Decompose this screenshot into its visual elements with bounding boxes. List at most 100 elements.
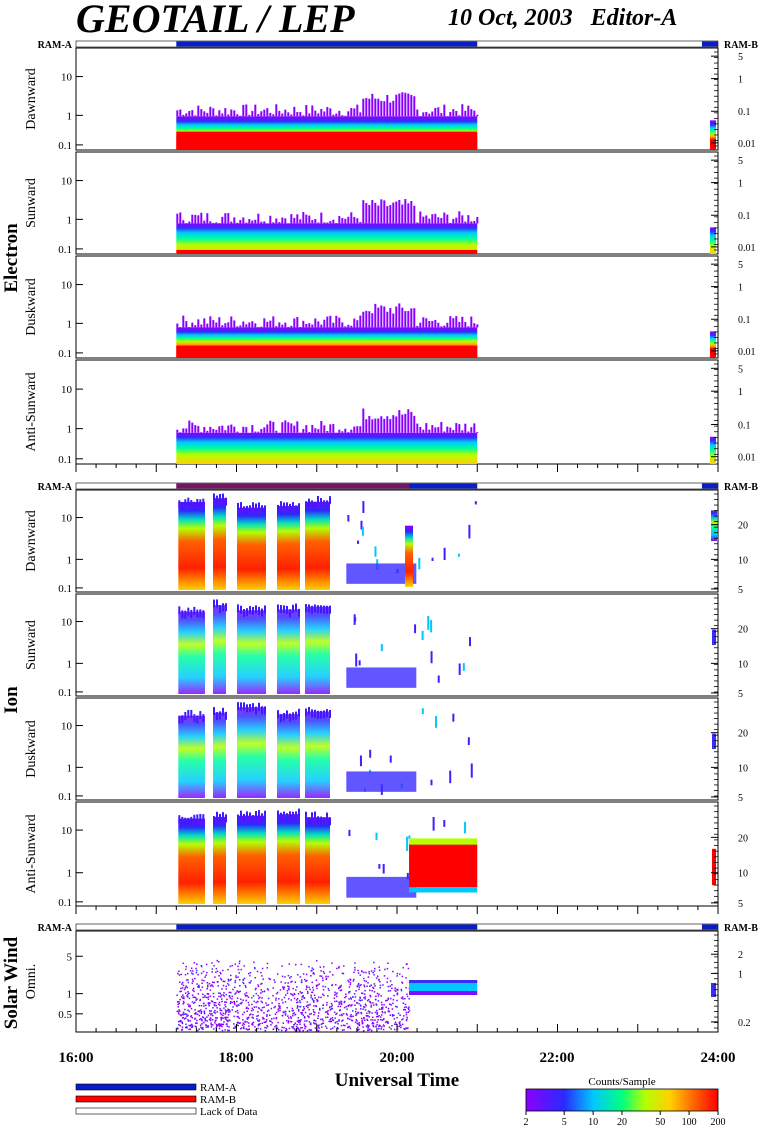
colorbar (525, 1088, 719, 1112)
sw-point (272, 994, 274, 997)
sw-point (249, 974, 251, 977)
sw-point (205, 1024, 207, 1026)
sw-point (177, 972, 179, 975)
ion-ram-b-segment (176, 483, 410, 489)
y-tick-label: 1 (67, 424, 73, 436)
sw-point (368, 970, 370, 973)
ion-sparse (375, 832, 378, 841)
sw-point (235, 1010, 237, 1013)
spectrogram-fringe (347, 432, 350, 433)
sw-point (407, 1011, 410, 1014)
sw-point (320, 975, 323, 977)
sw-point (198, 986, 200, 989)
ion-fringe (283, 605, 285, 614)
sw-point (381, 1003, 383, 1006)
ion-fringe (320, 710, 322, 719)
sw-point (259, 1028, 262, 1030)
spectrogram-fringe (371, 313, 374, 328)
sw-point (237, 1024, 239, 1027)
sw-point (391, 1008, 394, 1010)
sw-point (195, 1013, 197, 1015)
sw-point (377, 975, 379, 977)
spectrogram-fringe (206, 112, 209, 117)
sw-point (225, 1018, 228, 1021)
sw-point (219, 1009, 221, 1012)
sw-point (339, 1009, 341, 1011)
spectrogram-fringe (212, 428, 215, 433)
sw-point (231, 964, 233, 967)
sw-point (303, 1007, 306, 1010)
sw-point (224, 1018, 227, 1020)
sw-point (393, 994, 395, 997)
sw-point (181, 1028, 184, 1031)
ion-fringe (314, 709, 316, 718)
sw-point (209, 1019, 212, 1022)
sw-point (335, 1013, 337, 1016)
sw-point (187, 1018, 189, 1021)
sw-point (232, 1027, 235, 1029)
spectrogram-fringe (314, 428, 317, 433)
sw-point (278, 1005, 280, 1007)
sw-point (386, 1020, 388, 1023)
sw-point (381, 1011, 384, 1014)
sw-point (248, 1022, 250, 1024)
spectrogram-fringe (200, 432, 203, 433)
ion-burst (178, 818, 205, 904)
spectrogram-fringe (416, 325, 419, 328)
sw-point (357, 982, 360, 985)
sw-point (253, 1000, 255, 1003)
sw-point (266, 1010, 269, 1013)
spectrogram-fringe (413, 205, 416, 224)
ion-sparse (467, 737, 470, 746)
spectrogram-fringe (476, 431, 479, 433)
sw-point (224, 980, 226, 983)
sw-point (226, 1019, 229, 1022)
ion-sparse (452, 713, 455, 722)
sw-point (198, 1028, 201, 1030)
sw-point (387, 1007, 390, 1010)
spectrogram-fringe (272, 421, 275, 433)
sw-point (376, 992, 379, 995)
sw-point (185, 968, 187, 971)
ion-burst (237, 507, 266, 590)
sw-point (391, 987, 393, 990)
colorbar-tick-label: 100 (682, 1117, 697, 1128)
sw-point (296, 1023, 298, 1026)
sw-point (211, 1014, 214, 1017)
spectrogram-fringe (203, 111, 206, 117)
ion-fringe (286, 813, 288, 822)
sw-point (348, 991, 351, 993)
ion-plateau-edge (409, 838, 478, 845)
spectrogram-fringe (215, 115, 218, 117)
spectrogram-fringe (323, 111, 326, 117)
spectrogram-fringe (476, 216, 479, 224)
spectrogram-fringe (311, 424, 314, 433)
y-tick-label-right: 20 (738, 729, 748, 740)
spectrogram-fringe (296, 316, 299, 328)
colorbar-title: Counts/Sample (588, 1076, 655, 1088)
ion-sparse (421, 630, 424, 641)
sw-point (222, 1014, 224, 1017)
spectrogram-fringe (191, 422, 194, 433)
ion-fringe (298, 708, 300, 717)
sw-point (322, 977, 324, 979)
sw-point (318, 1012, 320, 1014)
sw-point (334, 1000, 336, 1003)
panel-label: Dawnward (24, 510, 39, 571)
sw-point (236, 990, 239, 993)
sw-point (187, 1014, 189, 1017)
sw-point (331, 1016, 334, 1019)
sw-point (305, 1025, 307, 1028)
sw-point (238, 1017, 241, 1020)
sw-point (358, 999, 361, 1001)
y-tick-label-right: 5 (738, 156, 743, 167)
spectrogram-fringe (461, 104, 464, 117)
sw-point (356, 1020, 358, 1022)
sw-point (177, 1028, 179, 1030)
spectrogram-fringe (215, 429, 218, 433)
spectrogram-fringe (245, 104, 248, 117)
sw-point (358, 1023, 361, 1026)
sw-point (209, 995, 212, 997)
sw-point (193, 961, 196, 964)
sw-point (196, 969, 198, 972)
